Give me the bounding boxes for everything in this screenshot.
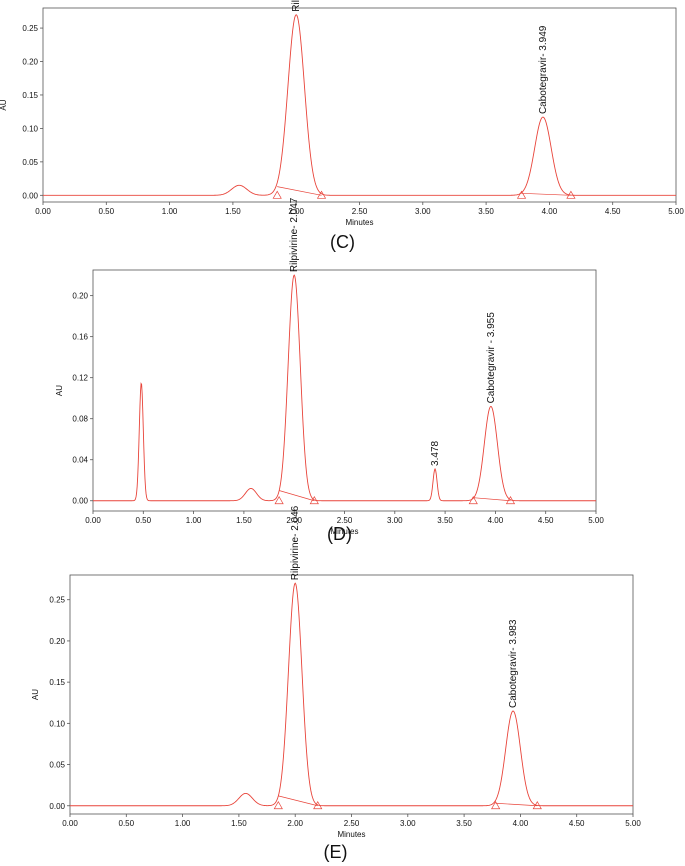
chart-d: 0.00 0.50 1.00 1.50 2.00 2.50 3.00 3.50 4.00 4.50… (55, 197, 604, 536)
y-tick-label: 0.08 (72, 415, 88, 424)
x-tick-label: 5.00 (588, 516, 604, 525)
y-tick-label: 0.05 (22, 158, 38, 167)
x-tick-label: 3.00 (415, 207, 431, 216)
x-tick-label: 5.00 (625, 819, 641, 828)
chromatogram-panel-c: 0.00 0.50 1.00 1.50 2.00 2.50 3.00 3.50 4.00 4.50… (0, 0, 685, 252)
integration-baseline (277, 186, 322, 196)
x-tick-label: 2.00 (288, 207, 304, 216)
integration-baseline (278, 795, 318, 807)
y-tick-label: 0.15 (49, 678, 65, 687)
x-tick-label: 2.50 (352, 207, 368, 216)
peak-boundary-marker (532, 801, 542, 810)
peak-boundary-marker (309, 496, 319, 505)
y-tick-label: 0.10 (49, 719, 65, 728)
peak-label: Rilpivirine- 2.025 (291, 0, 302, 12)
x-tick-label: 2.50 (344, 819, 360, 828)
y-tick-label: 0.15 (22, 91, 38, 100)
peak-label: Cabotegravir- 3.983 (508, 619, 519, 708)
x-axis-title: Minutes (345, 218, 373, 227)
y-tick-label: 0.10 (22, 124, 38, 133)
chromatogram-trace (43, 14, 676, 196)
y-axis-title: AU (55, 385, 64, 396)
peak-boundary-marker (273, 801, 283, 810)
x-tick-label: 1.00 (186, 516, 202, 525)
x-tick-label: 0.00 (35, 207, 51, 216)
y-tick-label: 0.20 (22, 58, 38, 67)
x-tick-label: 3.00 (400, 819, 416, 828)
y-tick-label: 0.00 (22, 191, 38, 200)
peak-boundary-marker (468, 496, 478, 505)
panel-label-e: (E) (323, 842, 348, 862)
x-tick-label: 1.50 (236, 516, 252, 525)
y-tick-label: 0.20 (72, 292, 88, 301)
y-tick-label: 0.12 (72, 374, 88, 383)
x-tick-label: 1.50 (225, 207, 241, 216)
x-tick-label: 4.50 (538, 516, 554, 525)
integration-baseline (279, 490, 315, 502)
x-tick-label: 4.00 (513, 819, 529, 828)
y-tick-label: 0.16 (72, 333, 88, 342)
x-tick-label: 1.50 (231, 819, 247, 828)
peak-boundary-marker (566, 190, 576, 199)
x-tick-label: 3.50 (437, 516, 453, 525)
y-tick-label: 0.05 (49, 761, 65, 770)
x-tick-label: 5.00 (668, 207, 684, 216)
peak-label: Cabotegravir- 3.949 (538, 25, 549, 114)
chart-e: 0.00 0.50 1.00 1.50 2.00 2.50 3.00 3.50 4.00 4.50… (31, 505, 641, 839)
chart-c: 0.00 0.50 1.00 1.50 2.00 2.50 3.00 3.50 4.00 4.50… (0, 0, 684, 227)
peak-boundary-marker (316, 190, 327, 199)
peak-label: Rilpivirine- 2.047 (289, 197, 300, 272)
plot-frame (92, 269, 597, 512)
y-tick-label: 0.25 (49, 596, 65, 605)
x-tick-label: 4.50 (605, 207, 621, 216)
x-tick-label: 2.00 (287, 819, 303, 828)
peak-label: 3.478 (430, 440, 441, 465)
plot-frame (42, 7, 677, 203)
peak-boundary-marker (505, 496, 516, 505)
peak-boundary-marker (272, 190, 282, 199)
y-tick-label: 0.00 (49, 802, 65, 811)
x-tick-label: 0.50 (99, 207, 115, 216)
x-tick-label: 0.00 (85, 516, 101, 525)
x-axis-title: Minutes (330, 527, 358, 536)
y-tick-label: 0.20 (49, 637, 65, 646)
x-tick-label: 0.00 (62, 819, 78, 828)
peak-label: Cabotegravir - 3.955 (486, 312, 497, 404)
y-tick-label: 0.25 (22, 24, 38, 33)
integration-baseline (495, 802, 538, 807)
x-tick-label: 4.00 (488, 516, 504, 525)
x-tick-label: 3.50 (456, 819, 472, 828)
peak-boundary-marker (313, 801, 323, 810)
y-axis-title: AU (0, 99, 8, 110)
x-tick-label: 2.50 (337, 516, 353, 525)
x-axis-title: Minutes (337, 830, 365, 839)
integration-baseline (473, 497, 511, 502)
x-tick-label: 3.00 (387, 516, 403, 525)
y-tick-label: 0.00 (72, 497, 88, 506)
panel-label-c: (C) (330, 232, 355, 252)
chromatogram-trace (70, 582, 633, 807)
x-tick-label: 0.50 (119, 819, 135, 828)
chromatogram-panel-d: 0.00 0.50 1.00 1.50 2.00 2.50 3.00 3.50 4.00 4.50… (0, 197, 685, 552)
peak-label: Rilpivirine- 2.046 (290, 505, 301, 580)
x-tick-label: 4.50 (569, 819, 585, 828)
x-tick-label: 1.00 (175, 819, 191, 828)
peak-boundary-marker (516, 190, 527, 199)
chromatogram-trace (93, 274, 596, 502)
plot-frame (69, 574, 634, 815)
y-axis-title: AU (31, 689, 40, 700)
y-tick-label: 0.04 (72, 456, 88, 465)
peak-boundary-marker (274, 496, 284, 505)
integration-baseline (521, 192, 571, 196)
peak-boundary-marker (491, 801, 501, 810)
x-tick-label: 3.50 (478, 207, 494, 216)
x-tick-label: 1.00 (162, 207, 178, 216)
x-tick-label: 2.00 (286, 516, 302, 525)
x-tick-label: 4.00 (542, 207, 558, 216)
chromatogram-panel-e: 0.00 0.50 1.00 1.50 2.00 2.50 3.00 3.50 4.00 4.50… (0, 505, 685, 866)
x-tick-label: 0.50 (136, 516, 152, 525)
panel-label-d: (D) (327, 524, 352, 544)
